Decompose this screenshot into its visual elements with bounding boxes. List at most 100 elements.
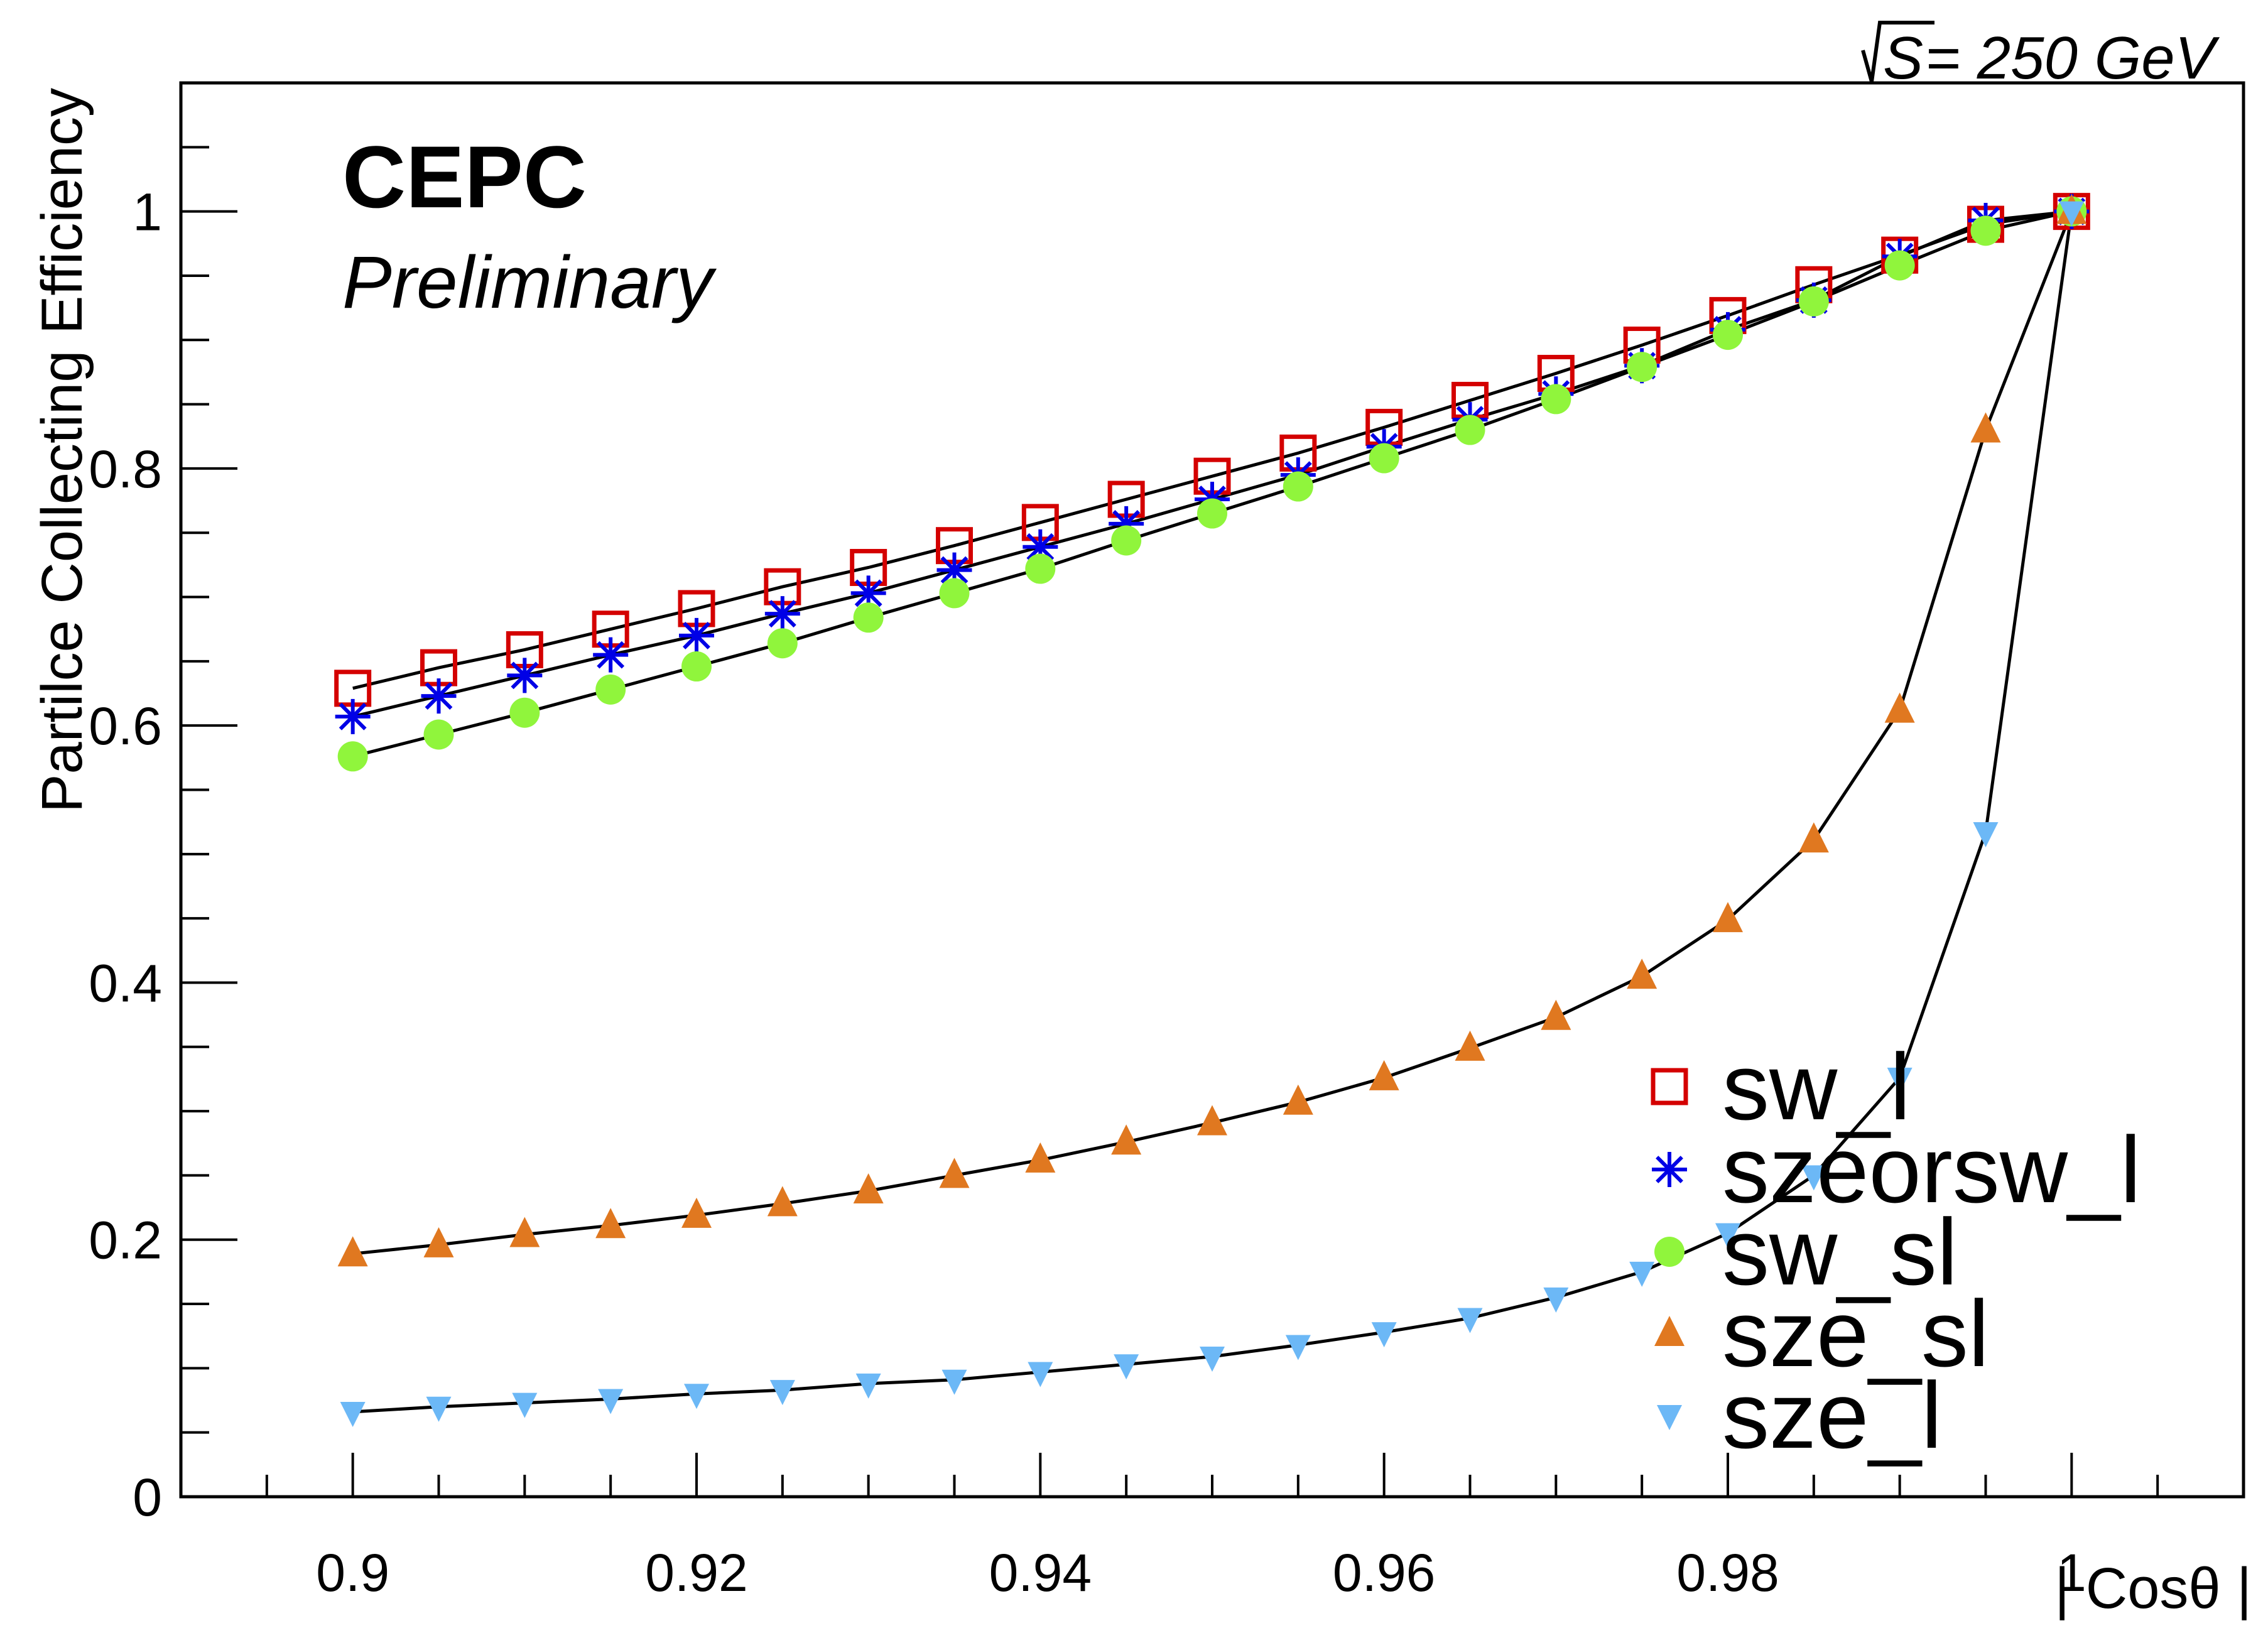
y-axis-ticks — [181, 82, 237, 1498]
data-point-szeorsw_l — [507, 658, 543, 693]
data-point-sw_sl — [767, 628, 798, 659]
data-point-sw_sl — [1798, 286, 1829, 317]
data-point-sze_l — [941, 1369, 967, 1395]
data-point-sze_sl — [337, 1236, 368, 1267]
legend-marker-sze_l — [1657, 1405, 1682, 1430]
data-point-szeorsw_l — [421, 678, 457, 714]
x-axis-ticks — [265, 1453, 2245, 1497]
legend-marker-sw_sl — [1654, 1237, 1685, 1267]
data-point-sze_l — [1200, 1346, 1225, 1372]
x-tick-label: 0.92 — [645, 1543, 748, 1602]
data-point-sze_sl — [1541, 999, 1571, 1030]
experiment-label: CEPC — [342, 128, 587, 226]
data-point-sze_sl — [1197, 1105, 1227, 1136]
data-point-sze_l — [1973, 822, 1999, 848]
data-point-sze_sl — [1283, 1084, 1313, 1115]
data-point-sze_sl — [1798, 822, 1829, 853]
data-point-sw_sl — [1541, 384, 1571, 415]
data-point-sze_l — [1285, 1335, 1311, 1360]
data-point-sze_l — [1543, 1287, 1569, 1313]
data-point-sw_sl — [1627, 352, 1658, 383]
data-point-sze_sl — [1455, 1030, 1485, 1061]
data-point-sze_sl — [1025, 1142, 1056, 1173]
x-tick-label: 0.9 — [316, 1543, 389, 1602]
data-point-sze_l — [1114, 1354, 1139, 1380]
y-axis-title: Partilce Collecting Efficiency — [30, 88, 94, 813]
data-point-sze_l — [598, 1389, 624, 1414]
data-point-sze_sl — [853, 1173, 884, 1203]
legend-label: sw_l — [1722, 1034, 1911, 1139]
sqrt-symbol — [1861, 21, 1934, 82]
data-point-sze_sl — [1970, 412, 2001, 443]
data-point-sze_l — [1028, 1362, 1053, 1387]
legend-entry-sze_sl: sze_sl — [1654, 1281, 1989, 1386]
data-point-sze_l — [1715, 1223, 1740, 1249]
x-tick-label: 0.96 — [1333, 1543, 1436, 1602]
data-point-sze_l — [426, 1396, 452, 1422]
x-tick-label: 1 — [2057, 1543, 2086, 1602]
data-point-sw_sl — [1455, 415, 1485, 445]
data-point-sze_l — [1371, 1322, 1397, 1348]
legend-label: sze_sl — [1722, 1281, 1989, 1386]
energy-variable: S — [1883, 24, 1923, 92]
energy-annotation: S = 250 GeV — [1861, 21, 2220, 92]
data-point-szeorsw_l — [850, 575, 886, 611]
x-tick-label: 0.94 — [989, 1543, 1092, 1602]
legend-entry-sw_l: sw_l — [1651, 1034, 1911, 1139]
y-tick-label: 0 — [133, 1468, 162, 1527]
data-point-sw_sl — [1713, 320, 1743, 350]
data-point-sw_sl — [853, 602, 884, 633]
series-line-sw_l — [352, 210, 2072, 690]
y-axis-tick-labels: 0 0.2 0.4 0.6 0.8 1 — [89, 183, 162, 1527]
data-point-sze_sl — [767, 1186, 798, 1217]
data-point-sze_sl — [939, 1158, 970, 1188]
legend-entry-sw_sl: sw_sl — [1654, 1199, 1958, 1305]
data-point-sw_sl — [1111, 525, 1142, 556]
data-point-sw_sl — [1197, 498, 1227, 529]
data-point-sw_sl — [337, 741, 368, 772]
data-point-sw_sl — [1025, 553, 1056, 584]
data-point-sw_sl — [509, 697, 540, 728]
legend-label: sze_l — [1722, 1362, 1942, 1468]
data-point-sze_sl — [1369, 1060, 1399, 1090]
legend-entry-sze_l: sze_l — [1657, 1362, 1942, 1468]
legend-entry-szeorsw_l: szeorsw_l — [1652, 1117, 2141, 1222]
data-point-sze_sl — [1713, 902, 1743, 933]
y-tick-label: 0.2 — [89, 1211, 162, 1270]
y-tick-label: 0.8 — [89, 440, 162, 499]
series-markers — [334, 193, 2090, 1427]
data-point-sze_l — [769, 1380, 795, 1406]
legend-marker-szeorsw_l — [1652, 1152, 1687, 1187]
x-axis-title: | Cosθ | — [2054, 1556, 2252, 1620]
data-point-sze_sl — [509, 1217, 540, 1247]
y-tick-label: 0.4 — [89, 953, 162, 1012]
data-point-sze_l — [855, 1373, 881, 1399]
y-tick-label: 0.6 — [89, 697, 162, 756]
data-point-sze_l — [340, 1401, 366, 1427]
x-tick-label: 0.98 — [1676, 1543, 1779, 1602]
energy-value: = 250 GeV — [1925, 24, 2220, 92]
data-point-sze_l — [1887, 1067, 1913, 1093]
data-point-szeorsw_l — [764, 596, 800, 632]
data-point-sze_l — [684, 1384, 709, 1409]
data-point-sw_sl — [423, 719, 454, 750]
y-tick-label: 1 — [133, 183, 162, 242]
data-point-sw_sl — [681, 651, 712, 682]
data-point-sze_l — [1801, 1165, 1826, 1191]
data-point-sze_sl — [595, 1208, 626, 1239]
data-point-sw_sl — [939, 578, 970, 609]
data-point-sw_sl — [595, 674, 626, 705]
data-point-szeorsw_l — [593, 637, 629, 673]
data-point-szeorsw_l — [335, 698, 371, 734]
data-point-sze_sl — [1111, 1124, 1142, 1155]
data-point-sze_l — [1629, 1261, 1655, 1287]
status-label: Preliminary — [342, 241, 717, 324]
data-point-sze_sl — [681, 1197, 712, 1228]
data-point-sze_l — [512, 1392, 538, 1418]
legend-label: sw_sl — [1722, 1199, 1958, 1305]
data-point-sze_sl — [423, 1227, 454, 1257]
legend-marker-sze_sl — [1654, 1316, 1685, 1346]
data-point-sw_sl — [1884, 250, 1915, 281]
